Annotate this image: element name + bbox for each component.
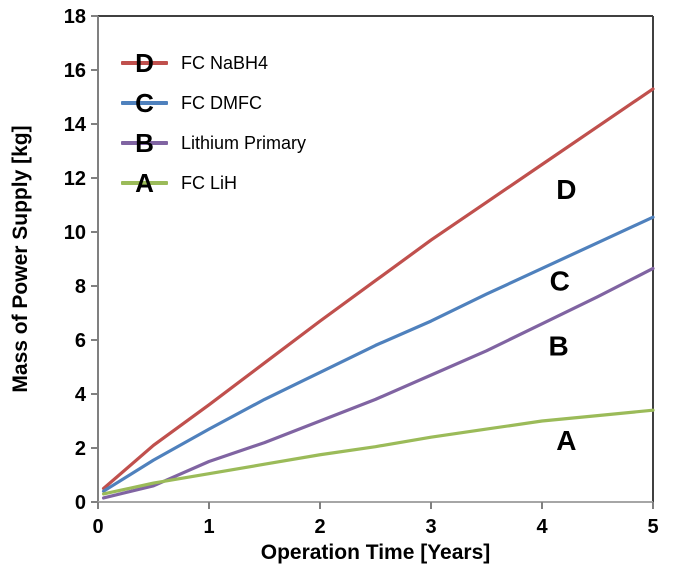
plot-letter-C: C	[550, 266, 570, 297]
legend-label: FC DMFC	[181, 92, 262, 113]
x-tick-label: 3	[425, 516, 436, 538]
legend-key-icon: B	[121, 126, 168, 160]
legend-key-icon: D	[121, 46, 168, 80]
y-tick-label: 18	[64, 6, 86, 28]
x-axis-title: Operation Time [Years]	[260, 541, 491, 564]
legend-item-D: D FC NaBH4	[121, 43, 306, 83]
plot-letter-B: B	[549, 330, 569, 361]
x-tick-label: 5	[647, 516, 658, 538]
legend-line-swatch	[121, 141, 168, 145]
y-tick-label: 2	[75, 438, 86, 460]
legend-letter: B	[135, 128, 154, 158]
plot-letter-D: D	[556, 174, 576, 205]
legend-item-A: A FC LiH	[121, 163, 306, 203]
series-line-A	[101, 408, 655, 496]
legend-key-icon: C	[121, 86, 168, 120]
legend-label: Lithium Primary	[181, 132, 307, 153]
legend-label: FC LiH	[181, 172, 238, 193]
legend-label: FC NaBH4	[181, 52, 269, 73]
x-tick-label: 2	[314, 516, 325, 538]
legend-item-B: B Lithium Primary	[121, 123, 306, 163]
y-tick-label: 8	[75, 276, 86, 298]
legend-letter: C	[135, 88, 154, 118]
y-tick-label: 10	[64, 222, 86, 244]
plot-letter-A: A	[556, 425, 576, 456]
y-tick-label: 12	[64, 168, 86, 190]
x-tick-label: 1	[203, 516, 214, 538]
legend-letter: A	[135, 168, 154, 198]
x-tick-label: 0	[92, 516, 103, 538]
legend-letter: D	[135, 48, 154, 78]
x-tick-label: 4	[536, 516, 548, 538]
legend-line-swatch	[121, 61, 168, 65]
legend: D FC NaBH4 C FC DMFC B Lithium Primary A FC LiH	[121, 43, 306, 203]
legend-key-icon: A	[121, 166, 168, 200]
series-line-B	[101, 266, 655, 500]
y-tick-label: 16	[64, 60, 86, 82]
series-line-C	[101, 215, 655, 493]
legend-line-swatch	[121, 181, 168, 185]
y-axis-title: Mass of Power Supply [kg]	[9, 125, 32, 393]
y-tick-label: 0	[75, 492, 86, 514]
y-tick-label: 6	[75, 330, 86, 352]
y-tick-label: 14	[64, 114, 87, 136]
y-tick-label: 4	[75, 384, 87, 406]
legend-item-C: C FC DMFC	[121, 83, 306, 123]
legend-line-swatch	[121, 101, 168, 105]
series-line-D	[101, 87, 655, 491]
